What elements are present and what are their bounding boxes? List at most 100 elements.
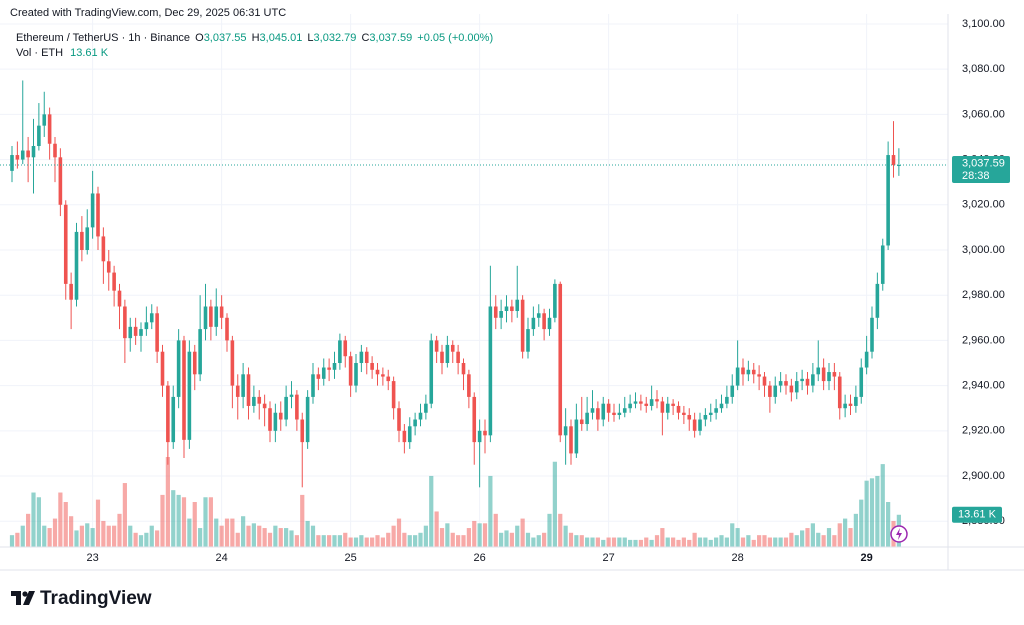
candle-body	[606, 403, 611, 413]
volume-bar	[805, 528, 810, 547]
volume-bar	[47, 528, 52, 547]
candle-body	[800, 378, 804, 382]
volume-bar	[434, 511, 439, 547]
candle-body	[687, 414, 692, 420]
candle-body	[649, 399, 654, 406]
candle-body	[407, 426, 412, 443]
volume-bar	[477, 523, 482, 547]
volume-bar	[816, 532, 821, 547]
volume-bar	[601, 539, 606, 547]
volume-bar	[15, 532, 20, 547]
candle-body	[364, 351, 369, 364]
candle-body	[622, 408, 627, 413]
candle-body	[633, 401, 638, 404]
candle-body	[520, 299, 525, 352]
volume-bar	[654, 535, 660, 547]
candle-body	[553, 283, 557, 318]
volume-bar	[203, 497, 208, 547]
candle-body	[203, 306, 208, 330]
candle-body	[58, 157, 63, 205]
y-tick-label: 2,940.00	[962, 380, 1005, 392]
candle-body	[101, 236, 106, 262]
candle-body	[155, 313, 159, 352]
volume-bar	[853, 513, 858, 547]
volume-bar	[445, 523, 450, 547]
volume-bar	[128, 525, 133, 547]
candle-body	[854, 396, 858, 406]
candle-body	[794, 381, 799, 393]
candle-layer	[0, 80, 948, 488]
volume-bar	[692, 532, 697, 547]
candle-body	[235, 385, 240, 397]
candle-body	[305, 396, 310, 443]
candle-body	[391, 381, 396, 409]
volume-bar	[278, 528, 283, 547]
volume-bar	[439, 528, 445, 547]
candle-body	[499, 311, 503, 318]
volume-bar	[85, 523, 90, 547]
volume-bar	[198, 528, 203, 547]
volume-bar	[638, 539, 643, 547]
candle-body	[526, 329, 530, 352]
volume-bar	[31, 492, 36, 547]
volume-bar	[176, 494, 181, 547]
candle-body	[10, 155, 14, 171]
logo-mark	[23, 591, 35, 605]
candle-body	[370, 363, 374, 370]
candle-body	[69, 283, 73, 300]
volume-bar	[466, 528, 471, 547]
volume-bar	[122, 483, 127, 547]
candle-body	[558, 283, 563, 436]
volume-bar	[832, 535, 837, 547]
y-tick-label: 2,900.00	[962, 470, 1005, 482]
volume-bar	[79, 525, 84, 547]
volume-bar	[719, 535, 724, 547]
volume-bar	[746, 535, 751, 547]
volume-bar	[112, 525, 117, 547]
candle-body	[112, 272, 116, 291]
candle-body	[692, 419, 697, 431]
volume-bar	[26, 513, 31, 547]
volume-bar	[321, 535, 326, 547]
volume-bar	[332, 535, 337, 547]
candle-body	[671, 403, 675, 406]
candle-body	[96, 193, 100, 237]
volume-bar	[633, 539, 638, 547]
volume-bar	[880, 464, 885, 547]
volume-bar	[181, 497, 187, 547]
volume-bar	[214, 518, 219, 547]
volume-bar	[762, 535, 767, 547]
volume-bar	[251, 523, 256, 547]
volume-bar	[380, 537, 385, 547]
candle-body	[348, 356, 353, 386]
volume-bar	[63, 502, 68, 547]
candle-body	[569, 426, 573, 454]
volume-bar	[90, 528, 95, 547]
candle-body	[209, 306, 213, 327]
volume-bar	[310, 525, 316, 547]
candle-body	[821, 367, 826, 382]
volume-bar	[407, 535, 412, 547]
volume-bar	[525, 532, 531, 547]
volume-bar	[208, 497, 213, 547]
volume-bar	[391, 525, 396, 547]
candle-body	[230, 340, 235, 386]
volume-bar	[289, 530, 294, 547]
candle-body	[542, 313, 546, 330]
volume-bar	[536, 535, 541, 547]
candle-body	[268, 408, 272, 431]
ohlc-value: 3,032.79	[314, 32, 357, 44]
volume-bar	[36, 497, 41, 547]
volume-bar	[628, 539, 633, 547]
x-tick-label: 27	[603, 552, 615, 564]
candle-body	[531, 317, 536, 330]
candle-body	[450, 344, 455, 352]
volume-bar	[267, 532, 273, 547]
volume-bar	[488, 475, 493, 547]
candle-body	[63, 204, 68, 284]
candle-body	[596, 408, 600, 420]
candle-body	[870, 317, 874, 352]
volume-bar	[273, 525, 278, 547]
volume-bar	[386, 532, 391, 547]
